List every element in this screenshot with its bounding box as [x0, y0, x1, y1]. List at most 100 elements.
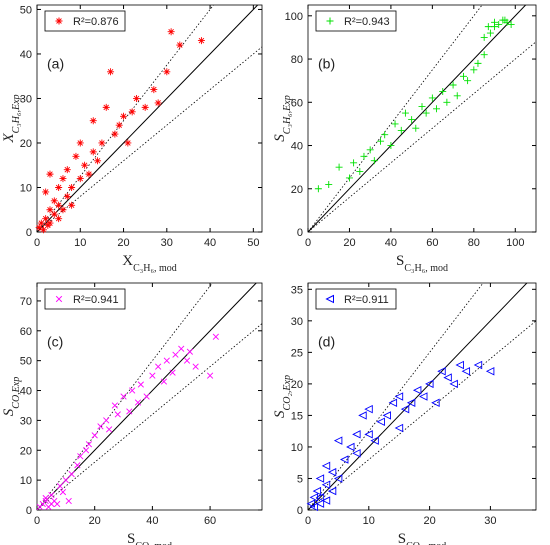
point — [48, 491, 55, 499]
point — [433, 105, 441, 113]
point — [126, 408, 133, 415]
point — [470, 66, 478, 74]
point — [315, 493, 325, 502]
x-tick-label: 40 — [204, 237, 216, 249]
x-axis-label-sub: C₃H₆, mod — [404, 263, 448, 274]
x-tick-label: 0 — [305, 237, 311, 249]
y-axis-label: XC₃H₆,Exp — [1, 94, 22, 143]
point — [76, 139, 84, 147]
x-axis-label-sub: C₃H₆, mod — [133, 263, 177, 274]
y-axis-label-main: S — [272, 410, 288, 418]
point — [150, 86, 158, 94]
point — [107, 68, 115, 76]
point — [439, 87, 447, 95]
point — [155, 363, 162, 370]
point — [356, 167, 364, 175]
point — [484, 23, 492, 31]
point — [406, 398, 416, 408]
point — [133, 94, 141, 102]
bound-line — [308, 41, 536, 232]
point — [63, 192, 71, 200]
y-tick-label: 60 — [20, 326, 32, 338]
y-tick-label: 30 — [20, 93, 32, 105]
plot-area — [36, 4, 263, 233]
point — [212, 333, 219, 340]
plot-area — [36, 282, 263, 511]
point — [345, 174, 353, 182]
points — [36, 333, 219, 511]
x-tick-label: 40 — [385, 237, 397, 249]
point — [160, 378, 168, 385]
y-axis-label-sub: CO₂,Exp — [282, 375, 293, 410]
x-tick-label: 10 — [74, 237, 86, 249]
point — [65, 497, 72, 505]
point — [197, 37, 205, 45]
point — [143, 393, 150, 400]
point — [473, 360, 483, 370]
point — [134, 399, 142, 406]
point — [480, 33, 488, 41]
point — [154, 99, 162, 107]
point — [485, 367, 495, 376]
point — [412, 385, 422, 395]
point — [418, 103, 426, 111]
y-tick-label: 20 — [20, 445, 32, 457]
point — [85, 441, 93, 448]
point — [46, 219, 54, 227]
bound-line — [37, 5, 215, 232]
point — [68, 183, 76, 191]
bound-line — [37, 46, 262, 232]
point — [54, 500, 61, 508]
point — [480, 51, 488, 59]
point — [77, 453, 84, 460]
point — [46, 170, 54, 178]
point — [98, 139, 106, 147]
point — [449, 81, 457, 89]
point — [321, 496, 331, 505]
x-tick-label: 0 — [305, 515, 311, 527]
point — [501, 16, 509, 24]
x-tick-label: 30 — [484, 515, 496, 527]
x-axis-label-sub: CO₂, mod — [406, 541, 446, 545]
y-tick-label: 30 — [291, 316, 303, 328]
x-tick-label: 20 — [89, 515, 101, 527]
identity-line — [37, 5, 259, 232]
legend-box — [315, 288, 397, 310]
point — [97, 423, 104, 430]
x-tick-label: 20 — [117, 237, 129, 249]
legend-box — [44, 10, 126, 32]
y-tick-label: 20 — [291, 184, 303, 196]
x-axis-label: XC₃H₆, mod — [122, 253, 177, 274]
point — [120, 112, 128, 120]
point — [352, 449, 361, 458]
point — [358, 411, 367, 420]
identity-line — [308, 283, 528, 510]
y-tick-label: 50 — [20, 4, 32, 16]
point — [309, 502, 319, 512]
point — [141, 103, 149, 111]
point — [461, 367, 471, 376]
legend-marker — [325, 294, 334, 304]
points — [35, 28, 205, 234]
point — [364, 404, 373, 414]
point — [370, 436, 379, 445]
point — [105, 426, 113, 433]
point — [186, 348, 194, 355]
x-axis-label-sub: CO, mod — [135, 541, 172, 545]
point — [89, 117, 97, 125]
point — [321, 480, 331, 490]
point — [55, 215, 63, 223]
point — [178, 345, 185, 352]
point — [419, 392, 428, 401]
y-axis-label: SCO,Exp — [1, 377, 22, 416]
point — [325, 180, 333, 188]
x-axis-label-main: X — [122, 253, 133, 269]
x-tick-label: 30 — [161, 237, 173, 249]
point — [408, 116, 416, 124]
x-axis-label-main: S — [396, 253, 404, 269]
point — [37, 219, 45, 227]
point — [76, 175, 84, 183]
legend-box — [44, 288, 126, 310]
point — [401, 109, 409, 117]
